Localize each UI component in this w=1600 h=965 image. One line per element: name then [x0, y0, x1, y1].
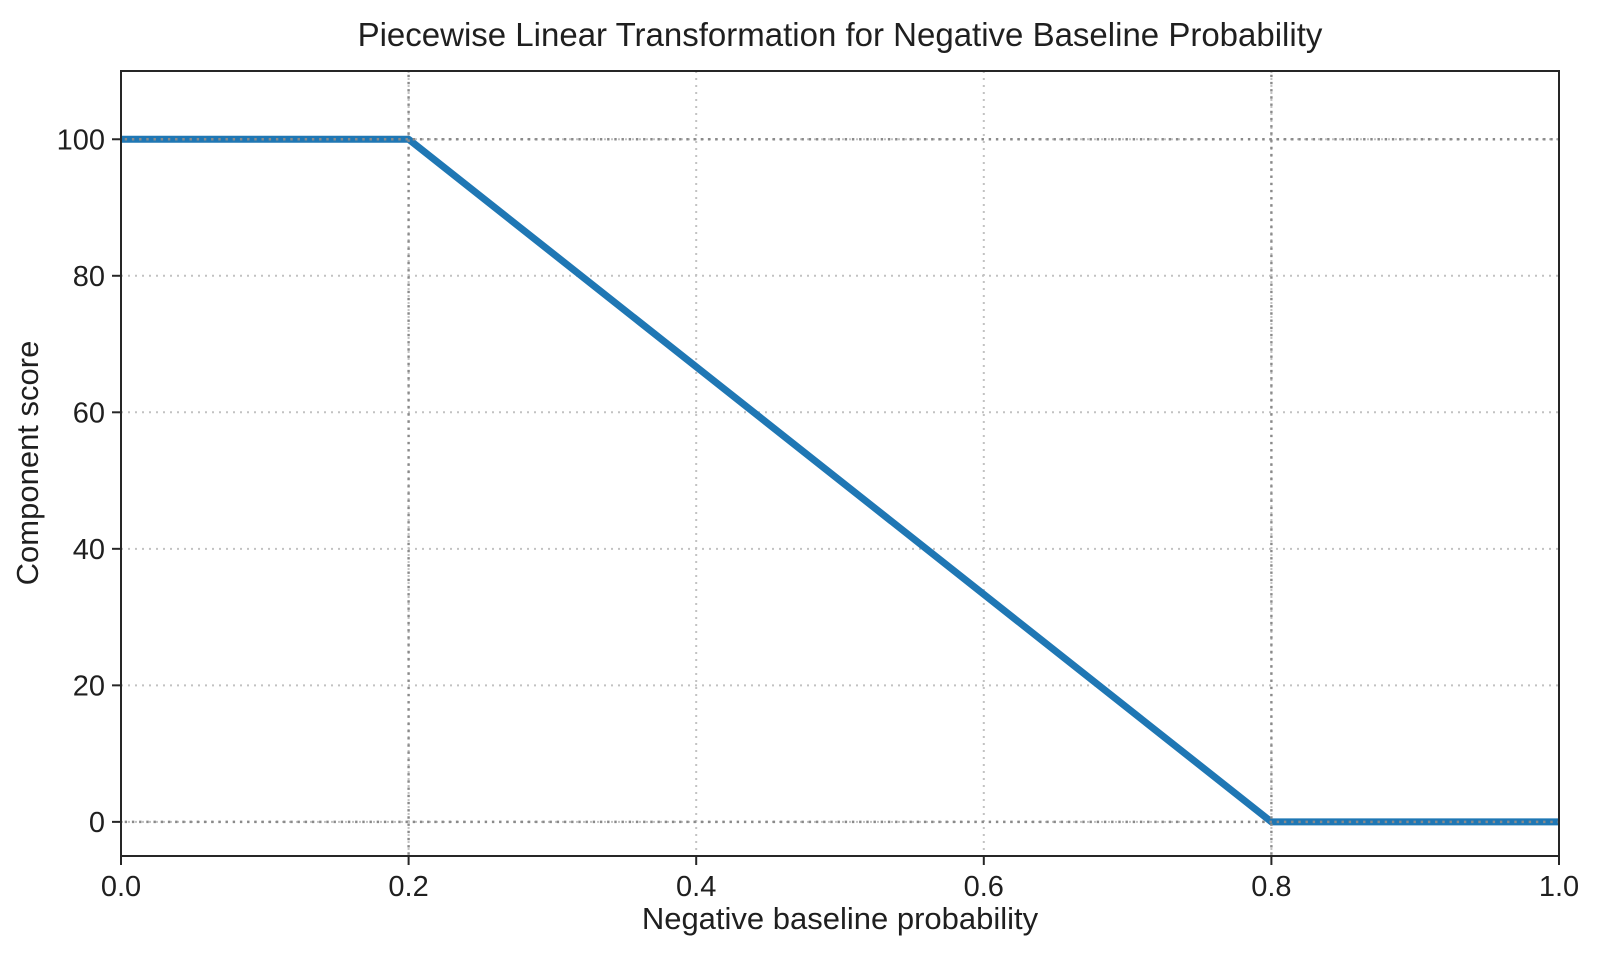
x-tick-label: 0.6: [964, 871, 1004, 903]
y-tick-label: 100: [57, 124, 105, 156]
x-tick-label: 0.2: [388, 871, 428, 903]
reference-lines: [121, 71, 1559, 856]
y-tick-label: 40: [73, 534, 105, 566]
gridlines: [121, 71, 1559, 856]
x-axis-label: Negative baseline probability: [642, 901, 1039, 936]
tick-labels: 0.0 0.2 0.4 0.6 0.8 1.0 0 20 40 60 80 100: [57, 124, 1580, 903]
y-tick-label: 20: [73, 670, 105, 702]
x-tick-label: 0.8: [1251, 871, 1291, 903]
y-tick-label: 0: [89, 807, 105, 839]
plot-border: [120, 70, 1560, 857]
tick-marks: [112, 138, 1560, 865]
y-tick-label: 80: [73, 261, 105, 293]
y-tick-label: 60: [73, 397, 105, 429]
x-tick-label: 1.0: [1539, 871, 1579, 903]
chart-title: Piecewise Linear Transformation for Nega…: [358, 16, 1323, 53]
x-tick-label: 0.0: [101, 871, 141, 903]
x-tick-label: 0.4: [676, 871, 716, 903]
y-axis-label: Component score: [10, 341, 45, 586]
data-line: [121, 135, 1559, 826]
